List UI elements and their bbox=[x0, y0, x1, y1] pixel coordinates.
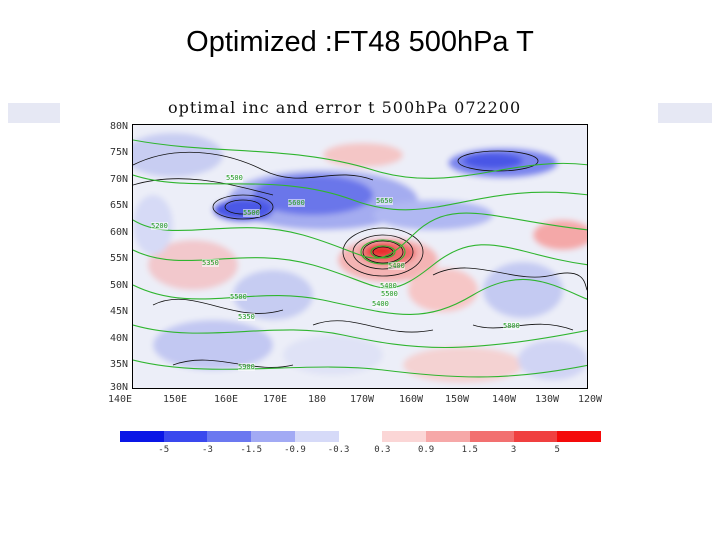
contour-value-label: 5200 bbox=[151, 222, 168, 230]
x-tick-label: 130W bbox=[534, 394, 560, 405]
y-tick-label: 70N bbox=[109, 174, 128, 185]
map-plot-area bbox=[132, 124, 588, 389]
contour-value-label: 5500 bbox=[381, 290, 398, 298]
legend-swatch bbox=[338, 431, 383, 442]
x-tick-label: 150W bbox=[444, 394, 470, 405]
legend-label: 1.5 bbox=[461, 445, 478, 455]
x-tick-label: 180 bbox=[307, 394, 327, 405]
contour-value-label: 5400 bbox=[372, 300, 389, 308]
legend-label: -3 bbox=[202, 445, 213, 455]
x-tick-label: 160W bbox=[398, 394, 424, 405]
contour-value-label: 5650 bbox=[376, 197, 393, 205]
legend-swatch bbox=[251, 431, 295, 442]
y-tick-label: 45N bbox=[109, 306, 128, 317]
contour-value-label: 5350 bbox=[202, 259, 219, 267]
contour-value-label: 5350 bbox=[238, 313, 255, 321]
contour-value-label: 5400 bbox=[388, 262, 405, 270]
legend-label: -5 bbox=[158, 445, 170, 455]
x-tick-label: 150E bbox=[162, 394, 188, 405]
y-tick-label: 75N bbox=[109, 147, 128, 158]
y-tick-label: 50N bbox=[109, 280, 128, 291]
contour-value-label: 5500 bbox=[243, 209, 260, 217]
x-tick-label: 160E bbox=[213, 394, 239, 405]
x-tick-label: 140E bbox=[107, 394, 133, 405]
x-tick-label: 120W bbox=[577, 394, 603, 405]
x-tick-label: 140W bbox=[491, 394, 517, 405]
legend-swatch bbox=[120, 431, 164, 442]
legend-label: -0.3 bbox=[327, 445, 350, 455]
y-tick-label: 60N bbox=[109, 227, 128, 238]
y-tick-label: 80N bbox=[109, 121, 128, 132]
left-header-strip bbox=[8, 103, 60, 123]
legend-label: -1.5 bbox=[240, 445, 263, 455]
legend-label: 0.9 bbox=[417, 445, 435, 455]
contour-value-label: 5900 bbox=[238, 363, 255, 371]
contour-value-label: 5500 bbox=[230, 293, 247, 301]
plot-title: optimal inc and error t 500hPa 072200 bbox=[168, 98, 522, 117]
y-tick-label: 35N bbox=[109, 359, 128, 370]
contour-value-label: 5800 bbox=[503, 322, 520, 330]
contour-value-label: 5400 bbox=[380, 282, 397, 290]
y-tick-label: 40N bbox=[109, 333, 128, 344]
legend-label: 0.3 bbox=[374, 445, 391, 455]
legend-label: 3 bbox=[510, 445, 517, 455]
legend-swatch bbox=[426, 431, 470, 442]
legend-swatch bbox=[294, 431, 339, 442]
legend-swatch bbox=[382, 431, 427, 442]
y-tick-label: 55N bbox=[109, 253, 128, 264]
x-tick-label: 170E bbox=[262, 394, 288, 405]
contour-value-label: 5600 bbox=[288, 199, 305, 207]
y-tick-label: 65N bbox=[109, 200, 128, 211]
right-header-strip bbox=[658, 103, 712, 123]
shaded-field bbox=[133, 125, 587, 388]
legend-swatch bbox=[513, 431, 558, 442]
contour-value-label: 5500 bbox=[226, 174, 243, 182]
slide-title: Optimized :FT48 500hPa T bbox=[186, 26, 534, 58]
legend-label: 5 bbox=[554, 445, 560, 455]
y-tick-label: 30N bbox=[109, 382, 128, 393]
legend-swatch bbox=[163, 431, 208, 442]
legend-swatch bbox=[557, 431, 602, 442]
x-tick-label: 170W bbox=[349, 394, 375, 405]
legend-label: -0.9 bbox=[284, 445, 306, 455]
legend-swatch bbox=[207, 431, 252, 442]
map-field bbox=[133, 125, 587, 388]
legend-swatch bbox=[469, 431, 514, 442]
color-legend bbox=[120, 431, 602, 442]
